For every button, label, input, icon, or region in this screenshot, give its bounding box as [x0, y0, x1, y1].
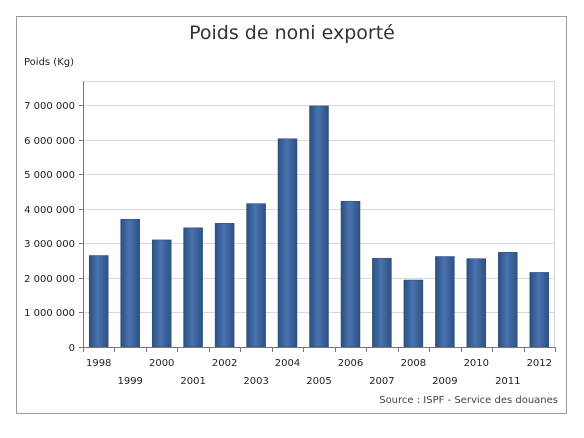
bar-2009 — [435, 256, 455, 348]
x-tick-label: 2003 — [243, 376, 268, 387]
x-tick-label: 2011 — [495, 376, 520, 387]
y-tick-label: 1 000 000 — [24, 308, 75, 319]
x-tick-label: 2008 — [401, 358, 426, 369]
bar-2005 — [309, 105, 329, 348]
y-tick-label: 4 000 000 — [24, 205, 75, 216]
bar-2006 — [340, 200, 361, 348]
bar-2010 — [466, 258, 487, 348]
x-tick-label: 2004 — [275, 358, 300, 369]
x-tick-label: 2001 — [180, 376, 205, 387]
bar-2011 — [498, 252, 518, 348]
y-tick-label: 0 — [69, 343, 75, 354]
bar-1998 — [88, 255, 109, 348]
bar-2000 — [151, 239, 172, 348]
x-tick-label: 2005 — [306, 376, 331, 387]
y-tick-label: 7 000 000 — [24, 101, 75, 112]
x-tick-label: 2012 — [527, 358, 552, 369]
x-tick-label: 2000 — [149, 358, 174, 369]
source-note: Source : ISPF - Service des douanes — [379, 395, 558, 406]
y-tick-label: 2 000 000 — [24, 274, 75, 285]
x-tick-label: 1999 — [117, 376, 142, 387]
y-tick-label: 3 000 000 — [24, 239, 75, 250]
y-tick-label: 5 000 000 — [24, 170, 75, 181]
y-tick-label: 6 000 000 — [24, 136, 75, 147]
bar-2004 — [277, 138, 298, 348]
bar-2003 — [246, 203, 266, 348]
bar-2012 — [529, 272, 550, 348]
x-tick-label: 2002 — [212, 358, 237, 369]
chart-title: Poids de noni exporté — [189, 22, 395, 44]
bar-2002 — [214, 223, 235, 348]
x-tick-label: 2010 — [464, 358, 489, 369]
bar-2001 — [183, 227, 203, 348]
x-tick-label: 2007 — [369, 376, 394, 387]
bar-1999 — [120, 218, 140, 348]
bar-2007 — [372, 257, 392, 348]
x-tick-label: 1998 — [86, 358, 111, 369]
y-axis-label: Poids (Kg) — [24, 57, 75, 68]
x-tick-label: 2009 — [432, 376, 457, 387]
x-tick-label: 2006 — [338, 358, 363, 369]
bar-2008 — [403, 279, 424, 348]
